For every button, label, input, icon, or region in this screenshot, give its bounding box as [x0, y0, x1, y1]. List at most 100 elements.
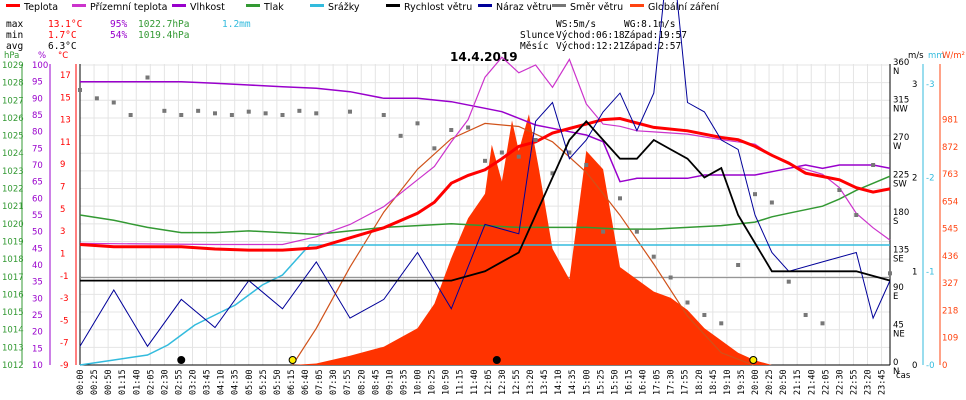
wm2-tick-label: 981: [942, 116, 958, 126]
x-tick-label: 20:50: [779, 369, 789, 395]
x-tick-label: 15:50: [610, 369, 620, 395]
wm2-tick-label: 872: [942, 143, 958, 153]
wm2-tick-label: 545: [942, 225, 958, 235]
stat-max-hum: 95%: [110, 19, 127, 30]
wind-dir-point: [719, 321, 724, 326]
pct-tick-label: 100: [32, 61, 48, 71]
wind-dir-point: [516, 154, 521, 159]
series-pressure: [79, 175, 891, 236]
x-tick-label: 13:45: [540, 369, 550, 395]
x-tick-label: 12:05: [484, 369, 494, 395]
legend-swatch-1: [72, 4, 86, 7]
legend-label-4: Srážky: [328, 2, 360, 13]
wind-dir-point: [196, 108, 201, 113]
pct-tick-label: 75: [32, 144, 43, 154]
astro-info: WS:5m/s WG:8.1m/s Slunce Východ:06:18 Zá…: [520, 19, 687, 52]
series-wind: [80, 119, 891, 282]
x-tick-label: 14:35: [568, 369, 578, 395]
degc-tick-label: 1: [60, 249, 65, 259]
ms-tick-label: 0: [912, 361, 917, 371]
info-sunset: Západ:19:57: [624, 30, 687, 41]
pct-tick-label: 90: [32, 94, 43, 104]
wind-dir-point: [145, 75, 150, 80]
stats-block: max 13.1°C 95% 1022.7hPa 1.2mm min 1.7°C…: [6, 19, 251, 52]
x-tick-label: 01:40: [132, 369, 142, 395]
dir-tick-dir: SW: [893, 180, 907, 190]
series-gust: [79, 0, 891, 348]
x-tick-label: 11:15: [456, 369, 466, 395]
wind-dir-point: [820, 321, 825, 326]
stat-rain: 1.2mm: [222, 19, 251, 30]
x-tick-label: 12:30: [498, 369, 508, 395]
legend-swatch-3: [246, 4, 260, 7]
dir-tick-value: 45: [893, 321, 904, 331]
legend-label-6: Náraz větru: [496, 2, 552, 13]
legend-swatch-6: [478, 4, 492, 7]
x-tick-label: 08:20: [357, 369, 367, 395]
legend-swatch-7: [552, 4, 566, 7]
info-moonrise: Východ:12:21: [556, 41, 625, 52]
legend-label-3: Tlak: [263, 2, 284, 13]
chart-title: 14.4.2019: [450, 50, 518, 64]
wind-dir-point: [736, 263, 741, 267]
x-tick-label: 17:30: [667, 369, 677, 395]
dir-tick-dir: W: [893, 142, 902, 152]
wind-dir-point: [314, 111, 319, 116]
wm2-tick-label: 0: [942, 361, 947, 371]
wind-dir-point: [854, 213, 859, 217]
x-tick-label: 05:00: [245, 369, 255, 395]
wind-dir-point: [786, 279, 791, 284]
x-tick-label: 12:55: [512, 369, 522, 395]
x-tick-label: 01:15: [118, 369, 128, 395]
hpa-tick-label: 1026: [2, 114, 24, 124]
x-tick-label: 21:15: [793, 369, 803, 395]
dir-tick-value: 315: [893, 96, 909, 106]
degc-tick-label: -7: [60, 339, 68, 349]
dir-tick-value: 0: [893, 358, 898, 368]
degc-tick-label: -1: [60, 272, 68, 282]
x-tick-label: 07:30: [329, 369, 339, 395]
wind-dir-point: [432, 146, 437, 151]
wind-dir-point: [769, 200, 774, 205]
series-temperature: [79, 116, 891, 252]
pct-tick-label: 35: [32, 278, 43, 288]
wm2-tick-label: 436: [942, 252, 958, 262]
dir-tick-value: 180: [893, 208, 909, 218]
series-clear-sky: [292, 122, 754, 366]
wind-dir-point: [78, 88, 82, 92]
series-radiation-area: [80, 114, 890, 365]
x-tick-label: 06:40: [301, 369, 311, 395]
x-tick-label: 17:05: [653, 369, 663, 395]
degc-tick-label: -5: [60, 316, 68, 326]
pct-tick-label: 95: [32, 78, 43, 88]
degc-tick-label: 11: [60, 138, 71, 148]
x-tick-label: 00:00: [76, 369, 86, 395]
x-tick-label: 21:40: [807, 369, 817, 395]
legend-label-7: Směr větru: [570, 2, 623, 13]
pct-tick-label: 85: [32, 111, 43, 121]
hpa-tick-label: 1014: [2, 326, 24, 336]
wind-dir-point: [567, 150, 572, 155]
dir-tick-value: 90: [893, 283, 904, 293]
dir-tick-dir: NE: [893, 330, 905, 340]
pct-tick-label: 15: [32, 344, 43, 354]
pct-tick-label: 30: [32, 294, 43, 304]
ms-tick-cyan: -2: [926, 174, 934, 184]
dir-tick-dir: NW: [893, 105, 908, 115]
x-tick-label: 22:55: [849, 369, 859, 395]
stat-avg-temp: 6.3°C: [48, 41, 77, 52]
stat-min-press: 1019.4hPa: [138, 30, 189, 41]
x-tick-label: 22:05: [821, 369, 831, 395]
wind-dir-point: [702, 313, 707, 317]
x-tick-label: 08:45: [371, 369, 381, 395]
pct-tick-label: 70: [32, 161, 43, 171]
pct-tick-label: 25: [32, 311, 43, 321]
x-tick-label: 13:20: [526, 369, 536, 395]
info-moonset: Západ:2:57: [624, 41, 681, 52]
x-tick-label: 22:30: [835, 369, 845, 395]
ms-tick-label: 1: [912, 267, 917, 277]
x-tick-label: 19:35: [737, 369, 747, 395]
pct-tick-label: 80: [32, 128, 43, 138]
x-tick-label: 16:40: [639, 369, 649, 395]
